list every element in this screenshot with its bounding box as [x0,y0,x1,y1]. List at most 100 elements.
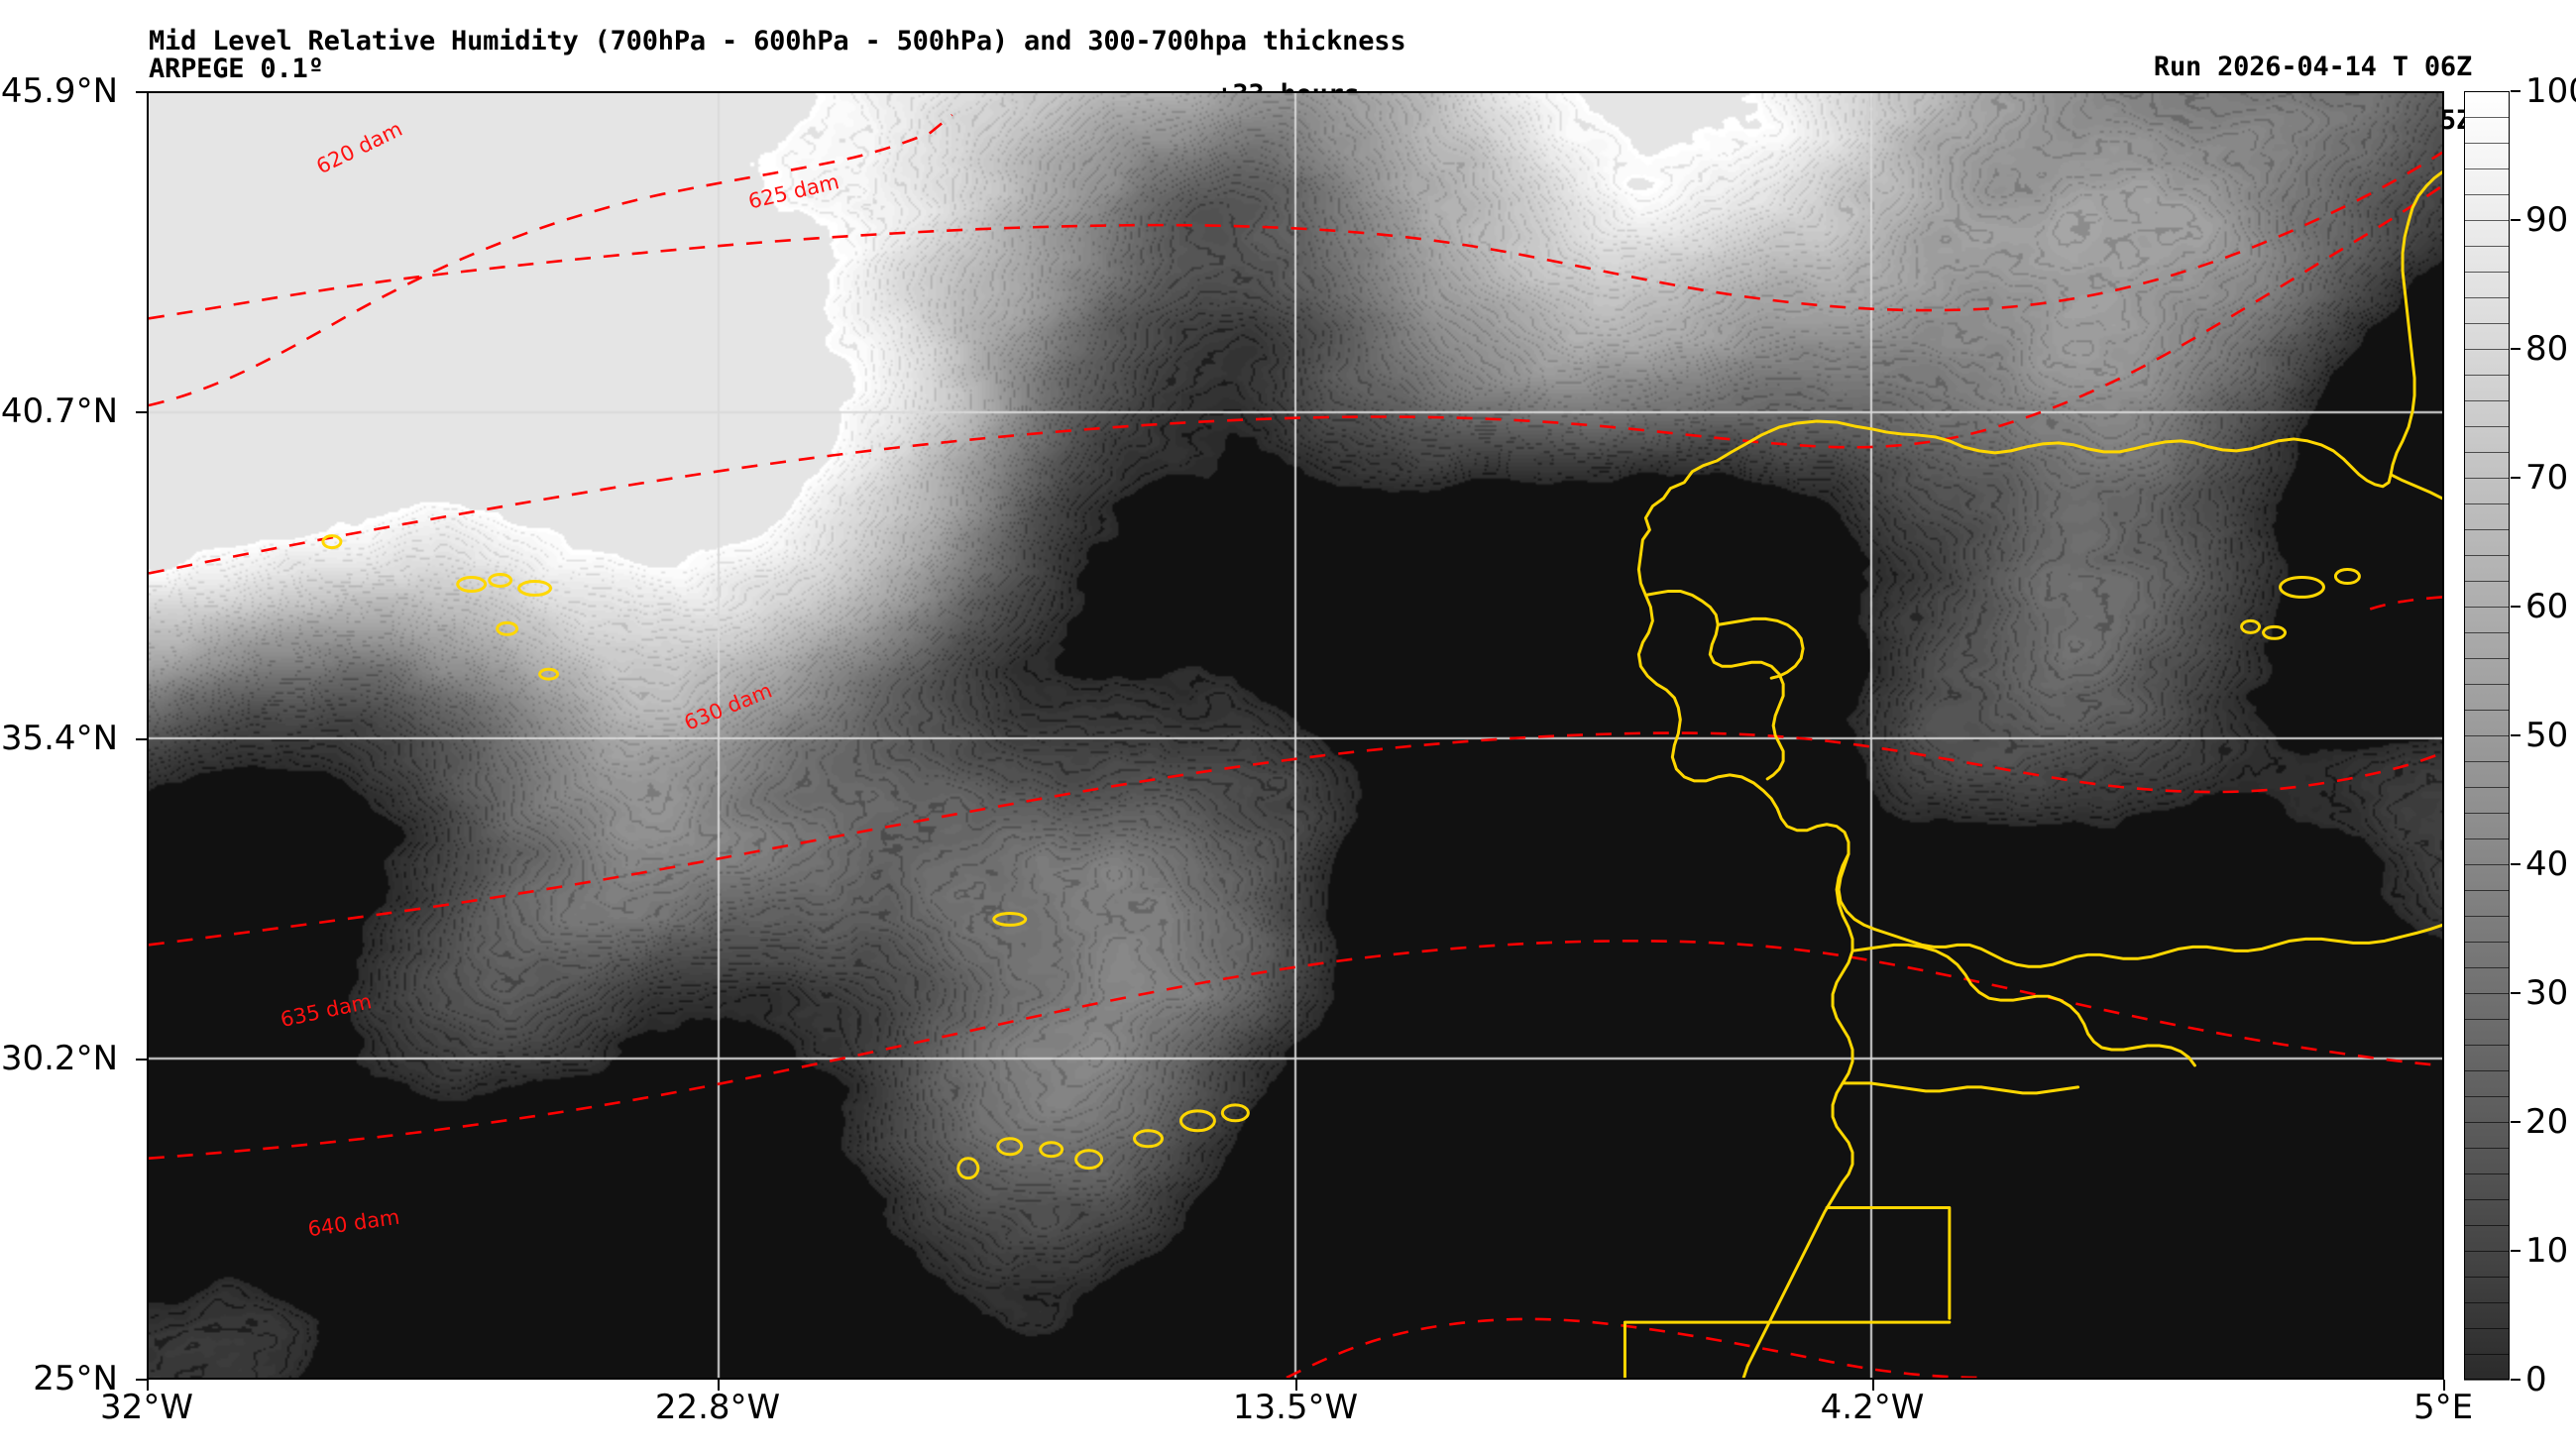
y-axis-label-3: 30.2°N [0,1039,118,1078]
colorbar-segment [2464,684,2510,685]
colorbar-segment [2464,555,2510,556]
x-tick-1 [718,1380,720,1391]
grid-lines [149,93,2442,1378]
coastlines [321,170,2442,1378]
colorbar-tick [2511,734,2520,736]
colorbar-segment [2464,916,2510,917]
colorbar-tick-label: 60 [2525,587,2569,626]
colorbar-segment [2464,658,2510,659]
colorbar-segment [2464,735,2510,736]
colorbar-tick [2511,992,2520,994]
colorbar-segment [2464,1019,2510,1020]
contour-label-635: 635 dam [279,989,374,1032]
x-axis-label-3: 4.2°W [1820,1388,1925,1427]
colorbar-segment [2464,1277,2510,1278]
colorbar-segment [2464,400,2510,401]
contour-labels: 620 dam 625 dam 630 dam 635 dam 640 dam [279,117,841,1242]
colorbar-segment [2464,117,2510,118]
map-plot-area[interactable]: 620 dam 625 dam 630 dam 635 dam 640 dam [147,91,2444,1380]
colorbar-segment [2464,529,2510,530]
colorbar-segment [2464,91,2510,92]
x-tick-4 [2443,1380,2445,1391]
x-axis-label-0: 32°W [100,1388,193,1427]
colorbar-segment [2464,838,2510,839]
colorbar-tick [2511,1121,2520,1123]
colorbar-segment [2464,452,2510,453]
colorbar-segment [2464,1328,2510,1329]
y-tick-1 [136,411,147,413]
colorbar-segment [2464,813,2510,814]
header-line-2: ARPEGE 0.1º +33 hours Forecast: Wednesda… [0,31,2576,134]
colorbar-segment [2464,1173,2510,1174]
colorbar-segment [2464,787,2510,788]
colorbar-segment [2464,761,2510,762]
colorbar-segment [2464,1251,2510,1252]
colorbar-tick-label: 90 [2525,200,2569,240]
colorbar-segment [2464,890,2510,891]
colorbar-tick-label: 10 [2525,1231,2569,1271]
colorbar-tick [2511,477,2520,479]
y-tick-4 [136,1379,147,1381]
contour-label-640: 640 dam [306,1205,401,1242]
x-tick-0 [147,1380,149,1391]
x-axis-label-2: 13.5°W [1232,1388,1359,1427]
map-vector-overlay: 620 dam 625 dam 630 dam 635 dam 640 dam [149,93,2442,1378]
colorbar-segment [2464,375,2510,376]
colorbar-tick [2511,1379,2520,1381]
x-tick-2 [1295,1380,1297,1391]
colorbar-tick-label: 70 [2525,458,2569,498]
colorbar-tick-label: 50 [2525,716,2569,755]
colorbar-segment [2464,323,2510,324]
header-line-1: Mid Level Relative Humidity (700hPa - 60… [0,3,2576,80]
colorbar-segment [2464,478,2510,479]
colorbar-segment [2464,993,2510,994]
y-tick-0 [136,91,147,93]
colorbar-segment [2464,246,2510,247]
colorbar-segment [2464,426,2510,427]
colorbar-segment [2464,632,2510,633]
x-tick-3 [1872,1380,1874,1391]
colorbar-segment [2464,1122,2510,1123]
colorbar-segment [2464,1045,2510,1046]
y-axis-label-0: 45.9°N [0,71,118,111]
model-name-label: ARPEGE 0.1º [149,54,324,84]
figure-title: Mid Level Relative Humidity (700hPa - 60… [149,26,1406,56]
colorbar-segment [2464,942,2510,943]
colorbar-segment [2464,581,2510,582]
colorbar-tick [2511,348,2520,350]
colorbar-segment [2464,143,2510,144]
colorbar-segment [2464,967,2510,968]
colorbar-tick-label: 20 [2525,1102,2569,1142]
x-axis-label-1: 22.8°W [654,1388,781,1427]
figure-header: Mid Level Relative Humidity (700hPa - 60… [0,0,2576,134]
colorbar-tick [2511,1250,2520,1252]
colorbar-segment [2464,503,2510,504]
colorbar-tick-label: 0 [2525,1360,2547,1399]
colorbar-tick-label: 100 [2525,71,2576,111]
colorbar-segment [2464,1070,2510,1071]
colorbar-segment [2464,1225,2510,1226]
contour-label-625: 625 dam [746,169,841,213]
colorbar-segment [2464,607,2510,608]
contour-label-630: 630 dam [681,679,775,735]
colorbar-segment [2464,1302,2510,1303]
colorbar-tick [2511,219,2520,221]
colorbar-segments [2464,91,2510,1381]
colorbar-tick [2511,90,2520,92]
colorbar-tick-label: 30 [2525,973,2569,1013]
colorbar-segment [2464,168,2510,169]
colorbar-segment [2464,710,2510,711]
x-axis-label-4: 5°E [2412,1388,2474,1427]
y-axis-label-1: 40.7°N [0,391,118,431]
colorbar-segment [2464,220,2510,221]
colorbar-segment [2464,1354,2510,1355]
y-tick-3 [136,1059,147,1061]
colorbar-segment [2464,864,2510,865]
colorbar-segment [2464,1148,2510,1149]
y-axis-label-4: 25°N [33,1359,118,1398]
colorbar-segment [2464,1199,2510,1200]
colorbar-tick-label: 40 [2525,844,2569,884]
colorbar-segment [2464,1380,2510,1381]
colorbar-segment [2464,1096,2510,1097]
